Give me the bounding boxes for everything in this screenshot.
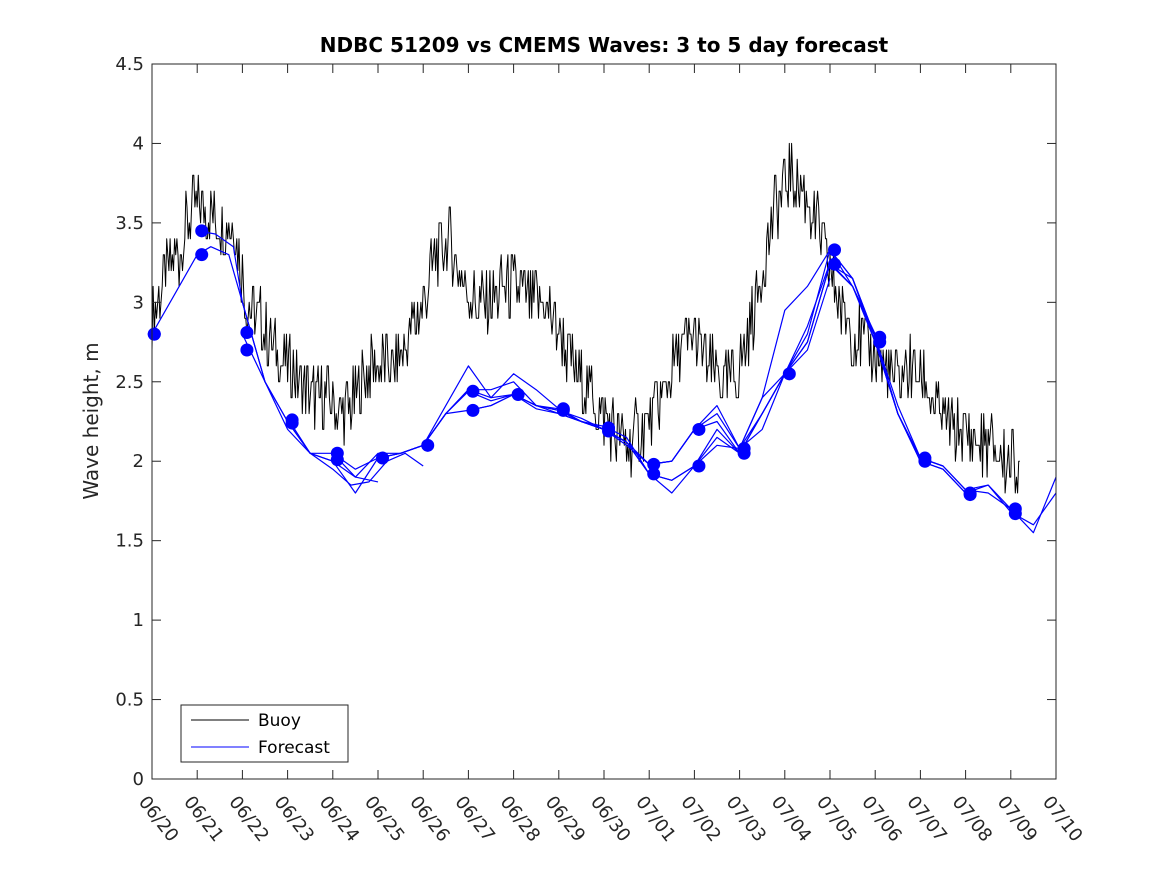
forecast-marker: [466, 384, 480, 398]
forecast-marker: [240, 343, 254, 357]
marker-layer: [147, 224, 1022, 521]
y-tick-label: 3.5: [115, 213, 144, 234]
y-tick-label: 0: [133, 769, 144, 790]
forecast-marker: [647, 467, 661, 481]
forecast-marker: [285, 416, 299, 430]
forecast-marker: [466, 403, 480, 417]
forecast-marker: [737, 446, 751, 460]
forecast-marker: [963, 488, 977, 502]
forecast-marker: [692, 459, 706, 473]
forecast-marker: [647, 457, 661, 471]
forecast-marker: [873, 335, 887, 349]
forecast-marker: [195, 248, 209, 262]
forecast-marker: [782, 367, 796, 381]
forecast-marker: [421, 438, 435, 452]
legend: Buoy Forecast: [180, 704, 349, 763]
forecast-marker: [240, 326, 254, 340]
y-tick-label: 2.5: [115, 372, 144, 393]
forecast-marker: [195, 224, 209, 238]
forecast-marker: [1008, 507, 1022, 521]
y-tick-label: 1.5: [115, 531, 144, 552]
forecast-marker: [556, 403, 570, 417]
forecast-marker: [828, 243, 842, 257]
y-axis-label: Wave height, m: [79, 342, 103, 499]
legend-buoy-label: Buoy: [258, 711, 301, 731]
forecast-marker: [692, 422, 706, 436]
buoy-series-line: [151, 142, 1020, 494]
y-tick-label: 4.5: [115, 54, 144, 75]
y-axis: 0 0.5 1 1.5 2 2.5 3 3.5 4 4.5: [115, 54, 1056, 790]
legend-box: [180, 704, 349, 763]
forecast-marker: [602, 424, 616, 438]
y-tick-label: 2: [133, 451, 144, 472]
y-tick-label: 1: [133, 610, 144, 631]
forecast-marker: [511, 387, 525, 401]
y-tick-label: 3: [133, 292, 144, 313]
forecast-marker: [376, 451, 390, 465]
y-tick-label: 0.5: [115, 690, 144, 711]
forecast-marker: [918, 454, 932, 468]
chart-title: NDBC 51209 vs CMEMS Waves: 3 to 5 day fo…: [320, 33, 889, 57]
forecast-marker: [147, 327, 161, 341]
legend-forecast-label: Forecast: [258, 738, 330, 758]
y-tick-label: 4: [133, 133, 144, 154]
forecast-marker: [330, 453, 344, 467]
forecast-marker: [828, 257, 842, 271]
